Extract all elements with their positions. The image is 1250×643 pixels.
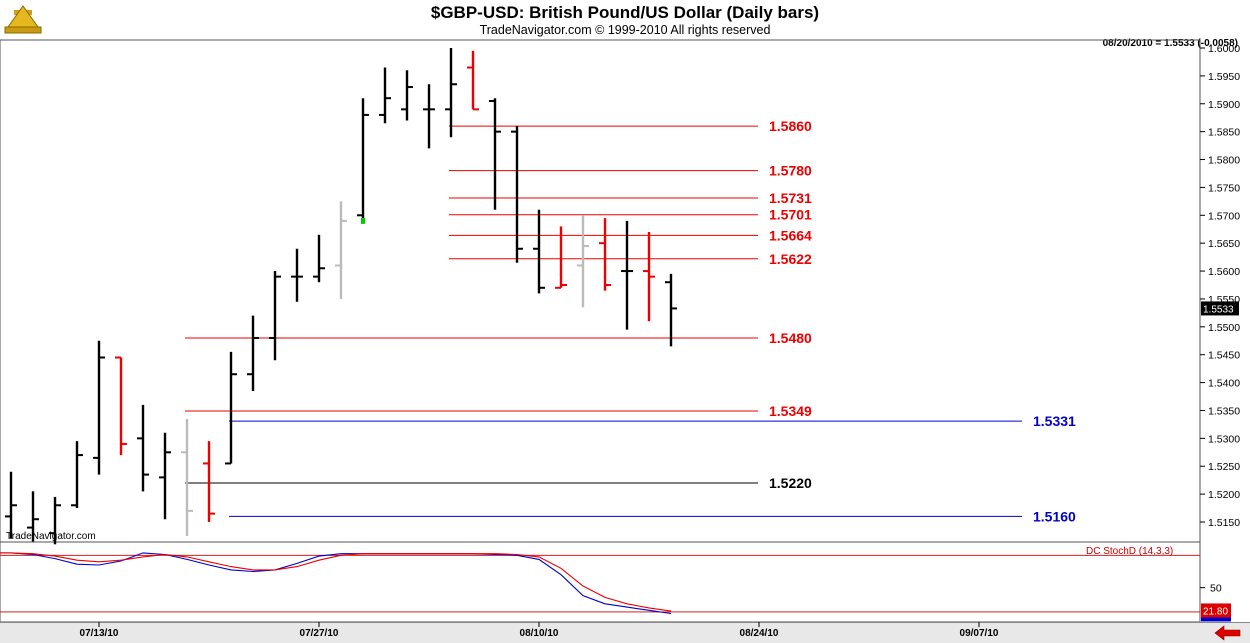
- indicator-name: DC StochD (14,3,3): [1086, 546, 1173, 557]
- last-price-info: 08/20/2010 = 1.5533 (-0.0058): [1103, 38, 1238, 49]
- indicator-pane-frame: [0, 541, 1201, 623]
- price-tick-label: 1.5450: [1208, 350, 1240, 362]
- price-tick-label: 1.5250: [1208, 461, 1240, 473]
- indicator-tick-label: 50: [1210, 583, 1222, 595]
- stochastic-indicator: 50 DC StochD (14,3,3) 21.80: [0, 546, 1231, 622]
- price-tick-label: 1.5400: [1208, 378, 1240, 390]
- level-label: 1.5731: [769, 190, 812, 206]
- price-tick-label: 1.5350: [1208, 405, 1240, 417]
- price-tick-label: 1.5800: [1208, 155, 1240, 167]
- price-tick-label: 1.5300: [1208, 433, 1240, 445]
- price-tick-label: 1.6000: [1208, 43, 1240, 55]
- chart-title: $GBP-USD: British Pound/US Dollar (Daily…: [431, 3, 819, 22]
- level-label: 1.5160: [1033, 508, 1076, 524]
- date-tick-label: 08/10/10: [520, 628, 559, 639]
- date-axis: 07/13/10 07/27/10 08/10/10 08/24/10 09/07/10: [80, 622, 999, 639]
- level-label: 1.5780: [769, 163, 812, 179]
- signal-marker: [361, 217, 365, 224]
- indicator-series-line: [0, 552, 672, 612]
- gold-trophy-logo-icon: [4, 5, 42, 34]
- scroll-left-arrow-icon[interactable]: [1214, 625, 1241, 641]
- level-label: 1.5664: [769, 227, 812, 243]
- indicator-value-label: 21.80: [1203, 606, 1228, 617]
- indicator-value-badge: [1201, 603, 1231, 618]
- price-tick-label: 1.5900: [1208, 99, 1240, 111]
- last-price-badge: [1201, 301, 1239, 316]
- price-bars: [5, 48, 677, 545]
- last-price-badge-label: 1.5533: [1203, 304, 1234, 315]
- indicator-series-line: [0, 552, 672, 615]
- price-tick-label: 1.5700: [1208, 210, 1240, 222]
- price-tick-label: 1.5500: [1208, 322, 1240, 334]
- level-label: 1.5331: [1033, 413, 1076, 429]
- date-tick-label: 09/07/10: [960, 628, 999, 639]
- level-label: 1.5220: [769, 475, 812, 491]
- price-tick-label: 1.5950: [1208, 71, 1240, 83]
- price-tick-label: 1.5150: [1208, 517, 1240, 529]
- date-tick-label: 07/27/10: [300, 628, 339, 639]
- level-label: 1.5701: [769, 207, 812, 223]
- indicator-value-badge-blue: [1201, 617, 1231, 622]
- level-label: 1.5860: [769, 118, 812, 134]
- price-tick-label: 1.5600: [1208, 266, 1240, 278]
- level-label: 1.5349: [769, 403, 812, 419]
- level-label: 1.5622: [769, 251, 812, 267]
- price-pane-frame: [0, 39, 1201, 543]
- price-tick-label: 1.5650: [1208, 238, 1240, 250]
- copyright-subtitle: TradeNavigator.com © 1999-2010 All right…: [480, 23, 771, 37]
- date-tick-label: 07/13/10: [80, 628, 119, 639]
- price-tick-label: 1.5200: [1208, 489, 1240, 501]
- date-tick-label: 08/24/10: [740, 628, 779, 639]
- date-axis-band: [0, 623, 1250, 643]
- price-axis: 1.6000 1.5950 1.5900 1.5850 1.5800 1.5750 1.57…: [1200, 43, 1240, 529]
- level-label: 1.5480: [769, 330, 812, 346]
- price-tick-label: 1.5850: [1208, 127, 1240, 139]
- price-tick-label: 1.5750: [1208, 182, 1240, 194]
- watermark: TradeNavigator.com: [6, 531, 96, 542]
